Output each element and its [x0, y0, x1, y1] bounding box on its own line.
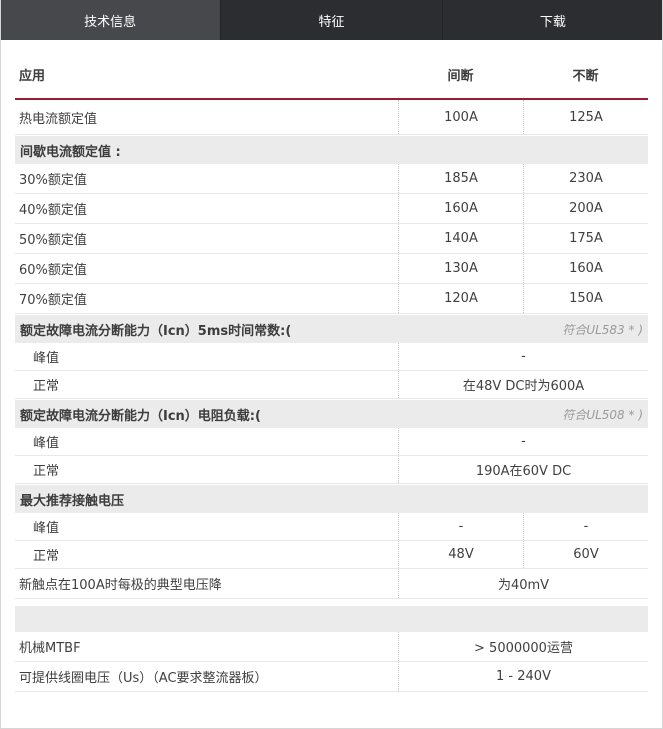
- section-note-ul508: 符合UL508 * ): [562, 407, 643, 422]
- row-value: 为40mV: [398, 569, 648, 598]
- row-icn5ms-normal: 正常 在48V DC时为600A: [15, 371, 648, 399]
- row-label: 峰值: [33, 436, 60, 451]
- row-value-continuous: 230A: [523, 164, 648, 193]
- tab-features[interactable]: 特征: [221, 0, 443, 40]
- section-header-contact-voltage: 最大推荐接触电压: [15, 485, 648, 513]
- row-value-intermittent: 48V: [398, 541, 523, 568]
- row-mechanical-mtbf: 机械MTBF > 5000000运营: [15, 632, 648, 662]
- row-icnres-normal: 正常 190A在60V DC: [15, 456, 648, 484]
- row-label: 50%额定值: [19, 233, 87, 248]
- row-value: -: [398, 343, 648, 370]
- section-title: 额定故障电流分断能力（Icn）5ms时间常数:(: [20, 323, 292, 339]
- column-header-application: 应用: [19, 68, 46, 84]
- row-value-continuous: 160A: [523, 254, 648, 283]
- section-title: 额定故障电流分断能力（Icn）电阻负载:(: [20, 408, 261, 424]
- column-header-intermittent: 间断: [447, 68, 474, 84]
- row-value-continuous: 175A: [523, 224, 648, 253]
- row-70pct: 70%额定值 120A 150A: [15, 284, 648, 314]
- row-value: 在48V DC时为600A: [398, 371, 648, 398]
- row-label: 正常: [33, 549, 60, 564]
- row-value: > 5000000运营: [398, 632, 648, 661]
- section-header-icn-5ms: 额定故障电流分断能力（Icn）5ms时间常数:( 符合UL583 * ): [15, 315, 648, 343]
- column-header-continuous: 不断: [572, 68, 599, 84]
- tab-bar: 技术信息 特征 下载: [1, 0, 662, 40]
- row-label: 峰值: [33, 521, 60, 536]
- row-30pct: 30%额定值 185A 230A: [15, 164, 648, 194]
- section-title: 最大推荐接触电压: [20, 493, 125, 509]
- row-50pct: 50%额定值 140A 175A: [15, 224, 648, 254]
- row-icn5ms-peak: 峰值 -: [15, 343, 648, 371]
- row-value-continuous: 150A: [523, 284, 648, 313]
- section-note-ul583: 符合UL583 * ): [562, 322, 643, 337]
- row-value-intermittent: 140A: [398, 224, 523, 253]
- row-label: 30%额定值: [19, 173, 87, 188]
- row-value-continuous: 125A: [523, 100, 648, 134]
- row-label: 正常: [33, 464, 60, 479]
- row-value-intermittent: 130A: [398, 254, 523, 283]
- row-label: 40%额定值: [19, 203, 87, 218]
- row-value-intermittent: 100A: [398, 100, 523, 134]
- section-header-intermittent-rating: 间歇电流额定值 :: [15, 136, 648, 164]
- row-40pct: 40%额定值 160A 200A: [15, 194, 648, 224]
- row-voltage-drop: 新触点在100A时每极的典型电压降 为40mV: [15, 569, 648, 599]
- tab-downloads[interactable]: 下载: [442, 0, 662, 40]
- row-coil-voltage: 可提供线圈电压（Us）（AC要求整流器板） 1 - 240V: [15, 662, 648, 692]
- row-value: 1 - 240V: [398, 662, 648, 691]
- row-value-intermittent: -: [398, 513, 523, 540]
- row-label: 峰值: [33, 351, 60, 366]
- row-label: 机械MTBF: [19, 641, 81, 656]
- row-contact-peak: 峰值 - -: [15, 513, 648, 541]
- row-label: 60%额定值: [19, 263, 87, 278]
- row-label: 70%额定值: [19, 293, 87, 308]
- row-value-intermittent: 185A: [398, 164, 523, 193]
- row-label: 新触点在100A时每极的典型电压降: [19, 578, 222, 593]
- row-60pct: 60%额定值 130A 160A: [15, 254, 648, 284]
- row-label: 热电流额定值: [19, 111, 98, 127]
- row-value: -: [398, 428, 648, 455]
- row-value-continuous: -: [523, 513, 648, 540]
- tab-technical-info[interactable]: 技术信息: [1, 0, 222, 40]
- section-header-icn-resistive: 额定故障电流分断能力（Icn）电阻负载:( 符合UL508 * ): [15, 400, 648, 428]
- spec-table: 应用 间断 不断 热电流额定值 100A 125A 间歇电流额定值 : 30%额…: [1, 40, 662, 692]
- row-label: 可提供线圈电压（Us）（AC要求整流器板）: [19, 671, 268, 686]
- row-contact-normal: 正常 48V 60V: [15, 541, 648, 569]
- row-value-intermittent: 120A: [398, 284, 523, 313]
- section-header-misc: [15, 606, 648, 632]
- table-header-row: 应用 间断 不断: [15, 40, 648, 100]
- row-label: 正常: [33, 379, 60, 394]
- row-value-continuous: 60V: [523, 541, 648, 568]
- row-value-intermittent: 160A: [398, 194, 523, 223]
- row-thermal-current: 热电流额定值 100A 125A: [15, 100, 648, 135]
- section-title: 间歇电流额定值 :: [20, 144, 121, 160]
- row-value: 190A在60V DC: [398, 456, 648, 483]
- row-value-continuous: 200A: [523, 194, 648, 223]
- row-icnres-peak: 峰值 -: [15, 428, 648, 456]
